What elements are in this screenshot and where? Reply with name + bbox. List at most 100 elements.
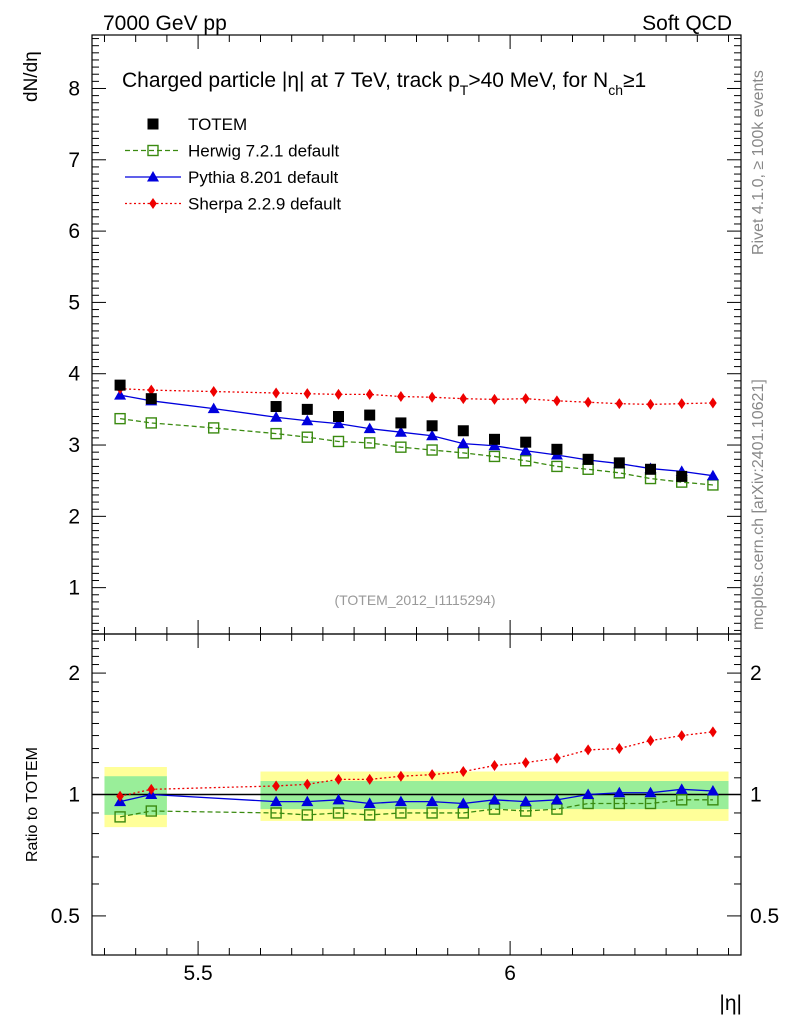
- pythia-ratio-point: [613, 786, 626, 798]
- sherpa-ratio-point: [709, 726, 717, 738]
- sherpa-ratio-point: [428, 769, 436, 781]
- header-left-label: 7000 GeV pp: [103, 12, 227, 35]
- pythia-point: [301, 414, 314, 426]
- y-tick-label-bottom-right: 1: [750, 784, 762, 807]
- totem-data-point: [676, 470, 688, 482]
- sherpa-ratio-point: [116, 790, 124, 802]
- sherpa-point: [147, 384, 156, 396]
- totem-data-point: [645, 463, 657, 475]
- pythia-point: [519, 444, 532, 456]
- totem-data-point: [520, 436, 532, 448]
- sherpa-point: [459, 393, 468, 405]
- sherpa-point: [553, 395, 561, 407]
- herwig-point: [520, 455, 532, 467]
- sherpa-point: [365, 388, 374, 400]
- pythia-ratio-point: [394, 795, 407, 807]
- legend-label-sherpa: Sherpa 2.2.9 default: [188, 195, 341, 214]
- herwig-ratio-point: [301, 809, 313, 821]
- legend: TOTEM Herwig 7.2.1 default Pythia 8.201 de…: [125, 115, 341, 214]
- top-series-group: [114, 379, 719, 491]
- sherpa-point: [521, 393, 530, 405]
- herwig-ratio-point: [270, 807, 282, 819]
- pythia-ratio-point: [550, 793, 563, 805]
- sherpa-point: [677, 398, 686, 410]
- legend-label-herwig: Herwig 7.2.1 default: [188, 142, 339, 161]
- sherpa-ratio-point: [397, 770, 405, 782]
- pythia-point: [706, 469, 719, 481]
- herwig-ratio-point: [426, 807, 438, 819]
- header-right-label: Soft QCD: [642, 12, 732, 35]
- legend-marker-sherpa: [149, 198, 157, 209]
- sherpa-point: [615, 398, 624, 410]
- sherpa-point: [272, 387, 280, 399]
- sherpa-point: [646, 398, 655, 410]
- pythia-ratio-point: [332, 793, 345, 805]
- totem-data-point: [551, 443, 563, 455]
- sherpa-ratio-point: [677, 730, 686, 742]
- y-tick-label-top: 5: [68, 291, 80, 314]
- pythia-point: [457, 437, 470, 449]
- totem-data-point: [270, 401, 282, 413]
- y-tick-label-top: 4: [68, 363, 80, 386]
- sherpa-ratio-point: [615, 743, 624, 755]
- herwig-ratio-point: [676, 794, 688, 806]
- pythia-ratio-point: [301, 795, 314, 807]
- sherpa-point: [584, 396, 592, 408]
- x-axis-label: |η|: [719, 992, 742, 1015]
- pythia-point: [363, 422, 376, 434]
- totem-data-point: [332, 411, 344, 423]
- legend-marker-totem: [147, 118, 159, 130]
- herwig-ratio-point: [114, 811, 126, 823]
- totem-data-point: [364, 409, 376, 421]
- sherpa-point: [490, 393, 499, 405]
- herwig-point: [426, 444, 438, 456]
- legend-label-pythia: Pythia 8.201 default: [188, 168, 339, 187]
- chart-title: Charged particle |η| at 7 TeV, track pT>…: [122, 69, 646, 98]
- herwig-point: [145, 417, 157, 429]
- pythia-point: [270, 411, 283, 422]
- pythia-point: [207, 402, 220, 414]
- herwig-ratio-line: [119, 799, 713, 818]
- rivet-version-label: Rivet 4.1.0, ≥ 100k events: [750, 70, 767, 255]
- axes-group: 5.5 6 1 2 3 4 5 6 7 8 0.5 0.5 1 1 2 2: [51, 34, 779, 985]
- herwig-point: [488, 450, 501, 463]
- herwig-ratio-point: [644, 797, 657, 810]
- herwig-ratio-point: [363, 809, 376, 821]
- y-tick-label-top: 8: [68, 77, 80, 100]
- y-axis-label-bottom: Ratio to TOTEM: [24, 747, 41, 862]
- sherpa-ratio-point: [147, 783, 156, 795]
- sherpa-ratio-point: [553, 752, 561, 764]
- y-tick-label-top: 2: [68, 505, 80, 528]
- sherpa-line: [120, 388, 713, 406]
- sherpa-point: [209, 386, 218, 398]
- sherpa-point: [397, 391, 405, 403]
- herwig-ratio-point: [395, 807, 407, 819]
- pythia-ratio-point: [706, 785, 719, 796]
- herwig-point: [551, 460, 563, 473]
- herwig-point: [301, 431, 313, 443]
- herwig-point: [207, 422, 220, 434]
- totem-data-point: [395, 417, 407, 429]
- totem-data-point: [457, 425, 469, 437]
- sherpa-ratio-point: [365, 773, 374, 785]
- totem-data-point: [426, 420, 438, 432]
- pythia-point: [332, 417, 345, 429]
- sherpa-ratio-point: [334, 773, 343, 785]
- totem-data-point: [613, 457, 625, 469]
- sherpa-ratio-point: [490, 760, 499, 772]
- herwig-point: [363, 437, 376, 449]
- herwig-point: [332, 435, 345, 448]
- herwig-ratio-point: [332, 807, 345, 819]
- ratio-series-group: [92, 726, 741, 823]
- pythia-ratio-point: [426, 795, 439, 807]
- sherpa-point: [334, 388, 343, 400]
- sherpa-ratio-point: [303, 778, 312, 790]
- totem-data-point: [114, 379, 126, 391]
- herwig-ratio-point: [145, 805, 157, 817]
- mcplots-citation-label: mcplots.cern.ch [arXiv:2401.10621]: [750, 379, 767, 630]
- pythia-ratio-point: [519, 795, 532, 807]
- pythia-ratio-point: [488, 793, 501, 805]
- sherpa-ratio-point: [272, 780, 280, 792]
- sherpa-point: [428, 391, 436, 403]
